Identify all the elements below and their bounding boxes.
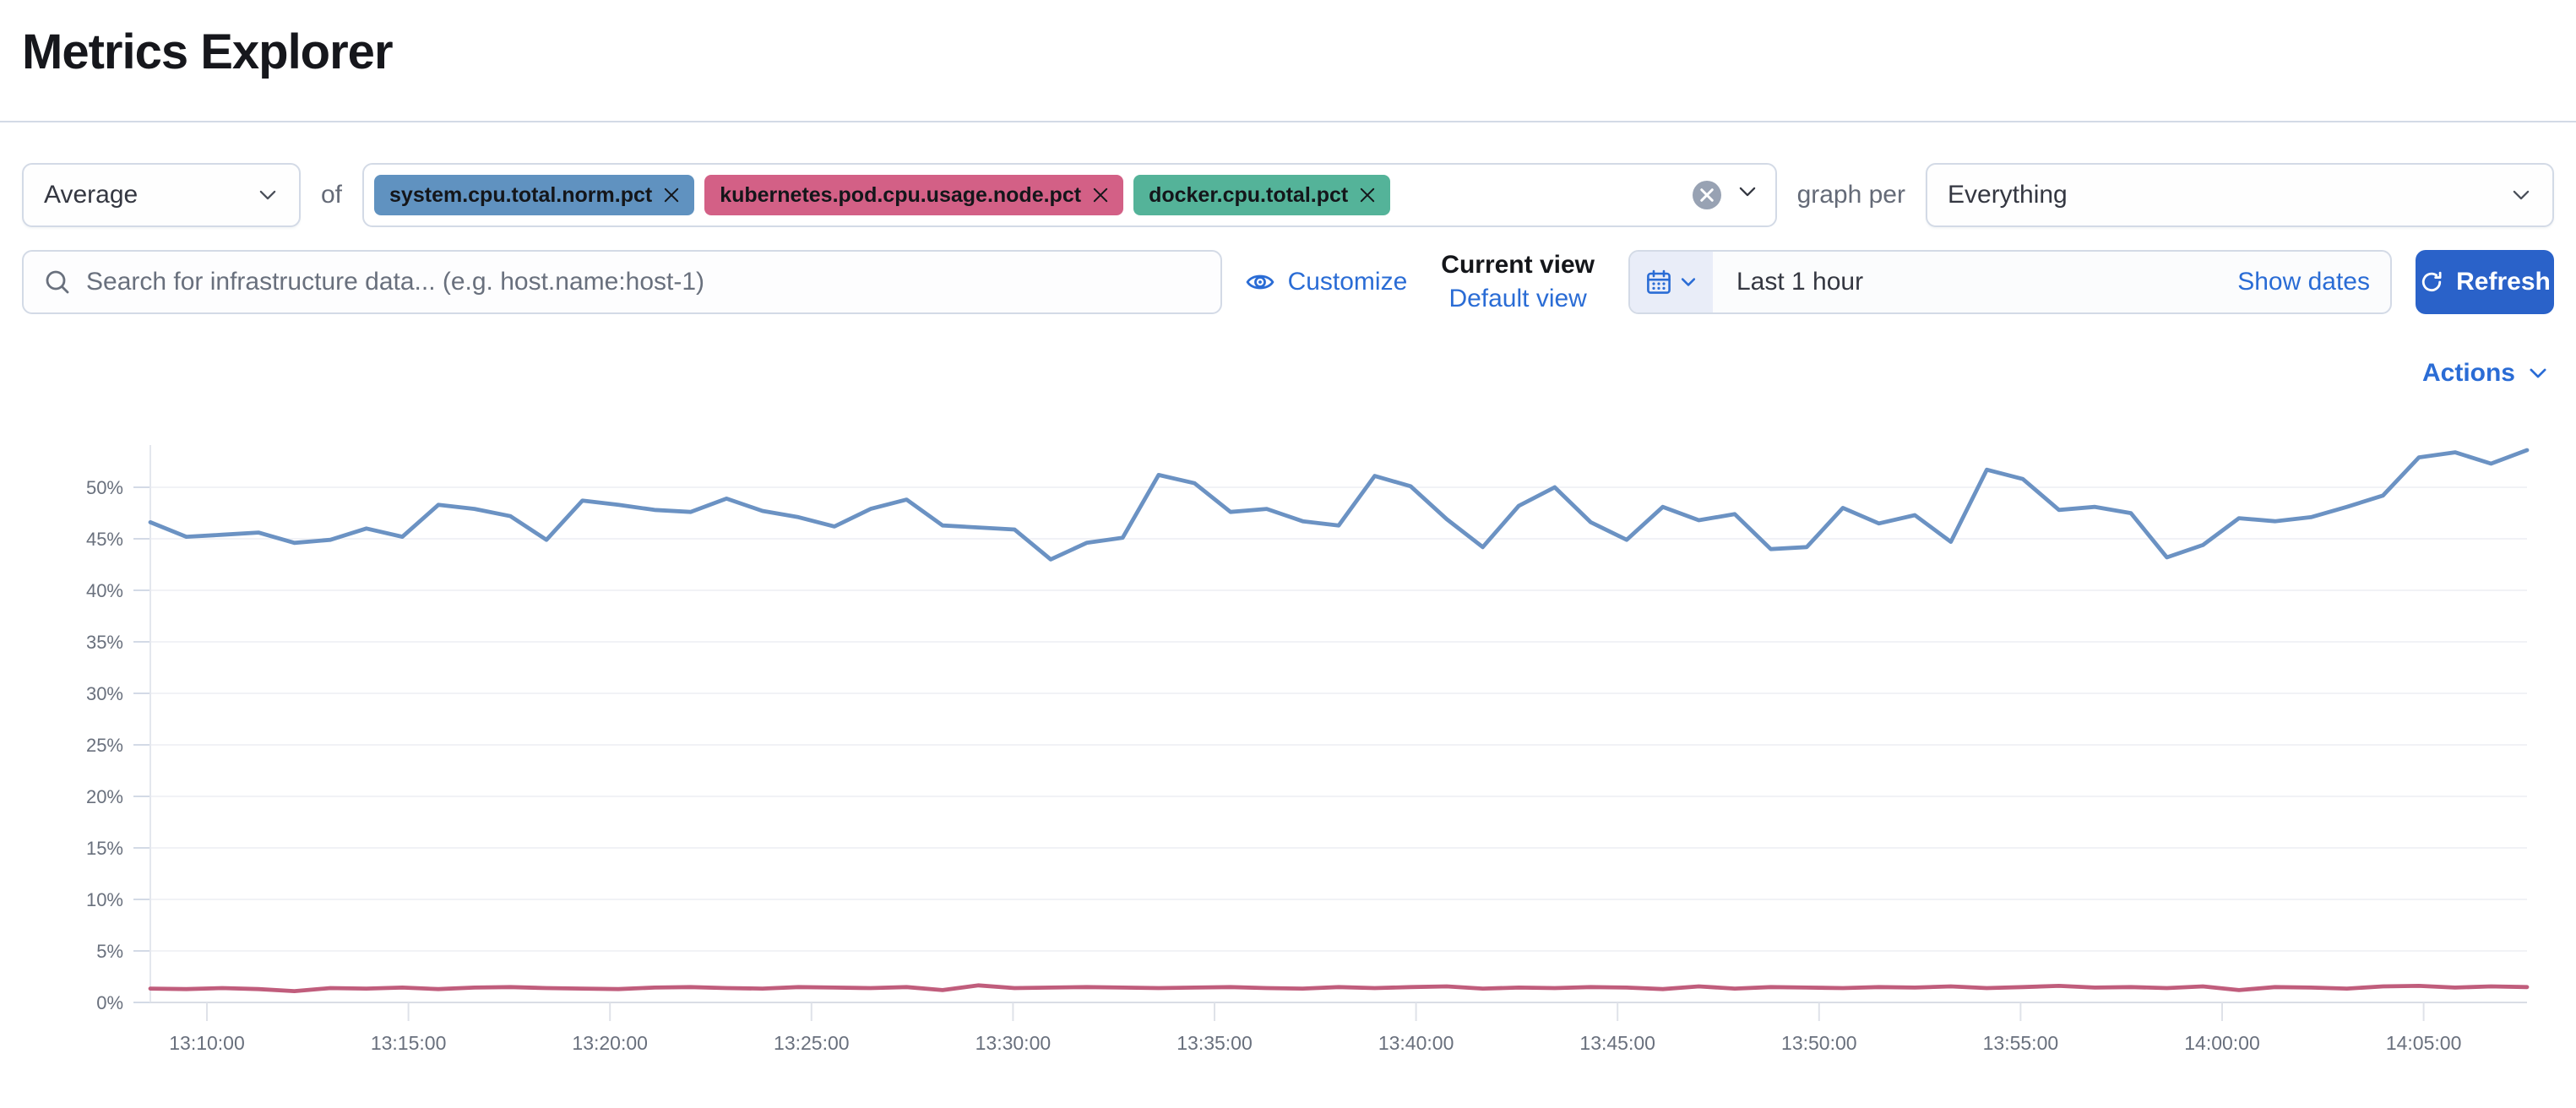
date-picker-quick-menu-button[interactable]	[1630, 252, 1713, 312]
series-line	[148, 983, 2530, 993]
refresh-button[interactable]: Refresh	[2416, 250, 2554, 314]
metric-badge-label: system.cpu.total.norm.pct	[389, 182, 653, 207]
y-tick-label: 5%	[96, 941, 123, 962]
actions-label: Actions	[2421, 359, 2515, 387]
page-title: Metrics Explorer	[22, 24, 394, 79]
y-tick-label: 10%	[86, 889, 123, 910]
metric-badge-label: docker.cpu.total.pct	[1149, 182, 1349, 207]
metric-badge: system.cpu.total.norm.pct	[374, 175, 695, 215]
x-tick-label: 13:25:00	[774, 1032, 850, 1054]
actions-menu-button[interactable]: Actions	[2422, 359, 2549, 388]
y-tick-label: 35%	[86, 632, 123, 653]
view-switcher: Current view Default view	[1431, 249, 1605, 315]
chevron-down-icon	[257, 184, 279, 206]
show-dates-button[interactable]: Show dates	[2237, 268, 2370, 296]
x-tick-label: 14:05:00	[2386, 1032, 2462, 1054]
x-tick-label: 13:30:00	[976, 1032, 1052, 1054]
y-tick-label: 25%	[86, 735, 123, 756]
graph-per-label: graph per	[1796, 181, 1905, 209]
metric-tag-list: system.cpu.total.norm.pct kubernetes.pod.…	[374, 175, 1682, 215]
x-tick-label: 13:40:00	[1378, 1032, 1454, 1054]
y-tick-label: 40%	[86, 580, 123, 601]
combo-controls	[1692, 181, 1758, 209]
calendar-icon	[1645, 269, 1672, 296]
remove-metric-icon[interactable]	[1360, 187, 1375, 203]
x-tick-label: 13:35:00	[1177, 1032, 1253, 1054]
x-tick-label: 13:15:00	[371, 1032, 447, 1054]
customize-label: Customize	[1287, 268, 1408, 296]
y-tick-label: 30%	[86, 683, 123, 704]
chevron-down-icon	[2510, 184, 2532, 206]
aggregation-select-value: Average	[44, 181, 139, 209]
search-icon	[44, 269, 71, 296]
default-view-link[interactable]: Default view	[1448, 285, 1587, 312]
x-tick-label: 13:45:00	[1579, 1032, 1655, 1054]
clear-metrics-button[interactable]	[1692, 181, 1721, 209]
y-tick-label: 20%	[86, 786, 123, 807]
clear-x-icon	[1699, 188, 1714, 202]
x-tick-label: 13:55:00	[1983, 1032, 2059, 1054]
y-tick-label: 15%	[86, 838, 123, 859]
date-picker-value[interactable]: Last 1 hour	[1736, 268, 1864, 296]
graph-per-select[interactable]: Everything	[1926, 163, 2554, 227]
x-tick-label: 13:20:00	[572, 1032, 648, 1054]
y-tick-label: 45%	[86, 529, 123, 550]
header-divider	[0, 121, 2576, 122]
metrics-chart: 0% 5% 10% 15% 20% 25% 30% 35% 40% 45% 50% 13:10:00 1…	[0, 398, 2576, 1080]
x-tick-label: 14:00:00	[2184, 1032, 2260, 1054]
series-line	[148, 448, 2530, 562]
x-tick-label: 13:10:00	[169, 1032, 245, 1054]
chevron-down-icon	[2527, 362, 2549, 384]
metric-badge-label: kubernetes.pod.cpu.usage.node.pct	[720, 182, 1082, 207]
metrics-combo-box[interactable]: system.cpu.total.norm.pct kubernetes.pod.…	[362, 163, 1777, 227]
customize-button[interactable]: Customize	[1246, 268, 1408, 296]
aggregation-row: Average of system.cpu.total.norm.pct kube…	[0, 163, 2576, 227]
remove-metric-icon[interactable]	[664, 187, 679, 203]
eye-icon	[1246, 268, 1274, 296]
search-field	[22, 250, 1222, 314]
date-picker: Last 1 hour Show dates	[1628, 250, 2392, 314]
search-input[interactable]	[86, 268, 1200, 296]
y-tick-label: 0%	[96, 992, 123, 1013]
combo-dropdown-arrow-icon[interactable]	[1736, 181, 1758, 209]
chevron-down-icon	[1679, 273, 1698, 291]
chart-header: Actions	[0, 359, 2576, 388]
refresh-label: Refresh	[2456, 268, 2551, 296]
toolbar-row: Customize Current view Default view Last…	[0, 249, 2576, 315]
current-view-label: Current view	[1441, 251, 1595, 279]
metric-badge: kubernetes.pod.cpu.usage.node.pct	[704, 175, 1124, 215]
graph-per-select-value: Everything	[1948, 181, 2068, 209]
of-label: of	[321, 181, 343, 209]
line-chart: 0% 5% 10% 15% 20% 25% 30% 35% 40% 45% 50% 13:10:00 1…	[86, 445, 2530, 1054]
x-tick-label: 13:50:00	[1781, 1032, 1857, 1054]
refresh-icon	[2419, 269, 2444, 295]
metric-badge: docker.cpu.total.pct	[1133, 175, 1391, 215]
y-tick-label: 50%	[86, 477, 123, 498]
aggregation-select[interactable]: Average	[22, 163, 301, 227]
remove-metric-icon[interactable]	[1093, 187, 1108, 203]
